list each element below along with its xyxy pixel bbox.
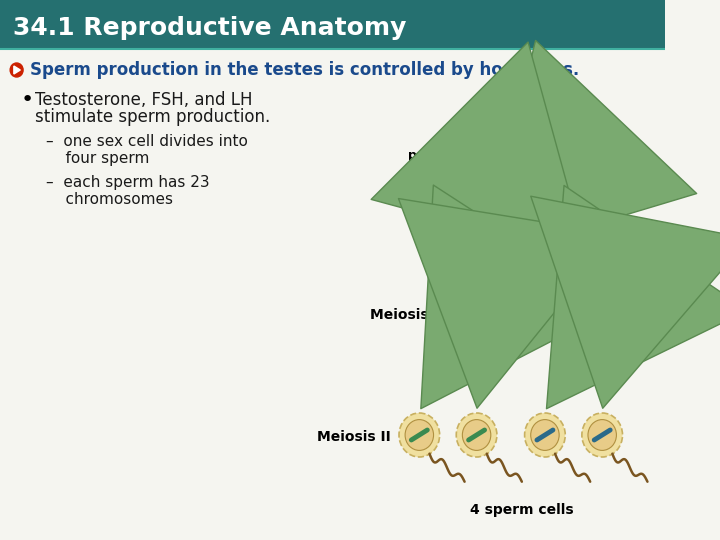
Circle shape [531, 420, 559, 450]
Circle shape [405, 420, 433, 450]
Circle shape [525, 413, 565, 457]
Text: potential
sperm: potential sperm [408, 149, 471, 177]
Circle shape [444, 280, 499, 340]
Polygon shape [14, 66, 20, 74]
Text: 4 sperm cells: 4 sperm cells [470, 503, 574, 517]
Circle shape [582, 413, 623, 457]
Text: Testosterone, FSH, and LH: Testosterone, FSH, and LH [35, 91, 253, 109]
Bar [0, 0, 665, 48]
Circle shape [10, 63, 23, 77]
Bar [0, 0, 665, 48]
Text: stimulate sperm production.: stimulate sperm production. [35, 108, 270, 126]
Circle shape [462, 420, 491, 450]
Circle shape [588, 420, 616, 450]
Circle shape [399, 413, 440, 457]
Circle shape [558, 266, 639, 354]
Circle shape [571, 280, 626, 340]
Circle shape [456, 413, 497, 457]
Text: –  each sperm has 23: – each sperm has 23 [46, 176, 210, 191]
Text: chromosomes: chromosomes [46, 192, 174, 206]
Text: four sperm: four sperm [46, 151, 150, 165]
Text: 34.1 Reproductive Anatomy: 34.1 Reproductive Anatomy [13, 16, 406, 40]
Circle shape [503, 141, 565, 209]
Text: –  one sex cell divides into: – one sex cell divides into [46, 134, 248, 150]
Circle shape [487, 125, 580, 225]
Text: Sperm production in the testes is controlled by hormones.: Sperm production in the testes is contro… [30, 61, 579, 79]
Text: Meiosis II: Meiosis II [317, 430, 391, 444]
Text: •: • [20, 90, 34, 110]
Text: Meiosis I: Meiosis I [370, 308, 438, 322]
Circle shape [431, 266, 512, 354]
